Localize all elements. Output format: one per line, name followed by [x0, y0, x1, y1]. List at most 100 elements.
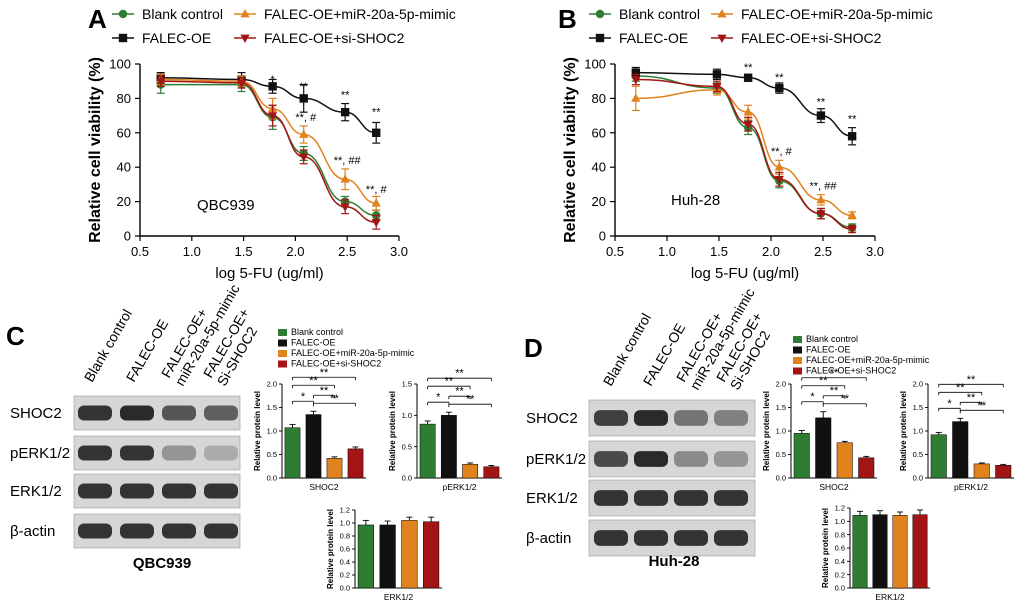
significance-label: ** — [817, 96, 826, 108]
legend-item: FALEC-OE+miR-20a-5p-mimic — [711, 6, 933, 22]
y-axis-label: Relative protein level — [326, 509, 335, 589]
y-tick-label: 1.0 — [776, 427, 786, 436]
western-blot-C: Blank controlFALEC-OEFALEC-OE+miR-20a-5p… — [10, 281, 260, 572]
series — [156, 75, 381, 230]
marker-square — [268, 82, 277, 91]
marker-triangle-down — [631, 76, 641, 85]
significance-label: * — [436, 392, 441, 404]
y-tick-label: 100 — [109, 57, 131, 72]
y-tick-label: 0 — [124, 229, 131, 244]
x-tick-label: 3.0 — [866, 244, 884, 259]
cell-line-label: QBC939 — [197, 197, 255, 214]
significance-label: ** — [967, 374, 976, 386]
marker-triangle-up — [717, 8, 727, 18]
y-tick-label: 0.5 — [913, 450, 923, 459]
x-tick-label: 0.5 — [131, 244, 149, 259]
y-tick-label: 0.5 — [402, 442, 412, 451]
bar — [419, 423, 436, 479]
protein-band — [634, 530, 668, 546]
x-tick-label: 2.0 — [286, 244, 304, 259]
protein-band — [204, 405, 238, 421]
protein-label: SHOC2 — [10, 405, 62, 422]
bar-chart-SHOC2: 0.0 0.5 1.0 1.5 2.0 Relative protein level SHO… — [253, 367, 366, 492]
line-chart-A: 0 20 40 60 80 100 0.5 1.0 1.5 2.0 2.5 3.0 log 5-FU (… — [87, 57, 408, 283]
x-axis-label: SHOC2 — [309, 482, 339, 492]
y-tick-label: 1.5 — [267, 403, 277, 412]
protein-band — [674, 451, 708, 467]
y-tick-label: 100 — [584, 57, 606, 72]
significance-label: ** — [977, 400, 986, 412]
marker-triangle-down — [267, 112, 278, 121]
bar — [930, 434, 947, 479]
marker-triangle-down — [712, 83, 722, 92]
marker-triangle-down — [816, 210, 826, 219]
protein-band — [120, 445, 154, 461]
marker-square — [595, 33, 605, 43]
significance-label: **, # — [771, 146, 793, 158]
y-tick-label: 2.0 — [913, 380, 923, 389]
marker-triangle-down — [340, 203, 350, 212]
bar — [326, 458, 343, 479]
protein-band — [594, 451, 628, 467]
marker-triangle-down — [156, 77, 166, 87]
significance-label: ** — [466, 394, 475, 406]
marker-triangle-up — [340, 174, 350, 183]
protein-label: β-actin — [526, 530, 571, 547]
protein-band — [594, 490, 628, 506]
protein-band — [78, 445, 112, 461]
x-tick-label: 0.5 — [606, 244, 624, 259]
protein-band — [714, 410, 748, 426]
y-tick-label: 0.0 — [913, 474, 923, 483]
y-tick-label: 60 — [592, 125, 606, 140]
legend-label: FALEC-OE — [142, 30, 211, 46]
protein-band — [78, 523, 112, 539]
y-tick-label: 0.8 — [835, 530, 845, 539]
marker-square — [118, 33, 128, 43]
legend-swatch — [278, 360, 287, 368]
legend-item: FALEC-OE — [112, 30, 211, 46]
protein-band — [714, 490, 748, 506]
protein-band — [714, 451, 748, 467]
bar — [440, 415, 457, 479]
bar — [872, 514, 888, 589]
bar — [357, 524, 374, 589]
y-tick-label: 0.6 — [340, 545, 350, 554]
protein-band — [594, 530, 628, 546]
marker-triangle-down — [743, 120, 753, 130]
legend-label: FALEC-OE — [806, 345, 851, 355]
y-tick-label: 2.0 — [267, 380, 277, 389]
y-tick-label: 0.4 — [835, 557, 845, 566]
significance-label: * — [947, 398, 952, 410]
series — [156, 71, 381, 144]
significance-label: * — [301, 391, 306, 403]
significance-label: ** — [445, 376, 454, 388]
y-tick-label: 1.5 — [913, 403, 923, 412]
legend-label: Blank control — [806, 334, 858, 344]
bar — [347, 448, 364, 479]
marker-square — [743, 73, 753, 82]
legend-label: FALEC-OE+si-SHOC2 — [291, 359, 381, 369]
significance-label: ** — [320, 385, 329, 397]
significance-label: **, # — [295, 112, 317, 124]
y-tick-label: 0.6 — [835, 544, 845, 553]
y-tick-label: 1.0 — [402, 411, 412, 420]
y-tick-label: 0.5 — [267, 450, 277, 459]
legend-label: Blank control — [291, 327, 343, 337]
significance-label: ** — [341, 89, 350, 101]
significance-label: ** — [830, 385, 839, 397]
marker-triangle-down — [371, 218, 381, 228]
y-tick-label: 0.0 — [835, 584, 845, 593]
bar — [401, 520, 418, 589]
marker-triangle-down — [236, 79, 247, 88]
y-tick-label: 1.2 — [835, 504, 845, 513]
bar-legend: Blank controlFALEC-OEFALEC-OE+miR-20a-5p… — [278, 327, 415, 369]
significance-label: ** — [309, 375, 318, 387]
bar — [852, 515, 868, 589]
marker-triangle-up — [847, 210, 857, 219]
x-tick-label: 2.0 — [762, 244, 780, 259]
series-line — [160, 83, 377, 217]
significance-label: * — [810, 391, 815, 403]
marker-square — [712, 70, 722, 79]
y-tick-label: 0.5 — [776, 450, 786, 459]
